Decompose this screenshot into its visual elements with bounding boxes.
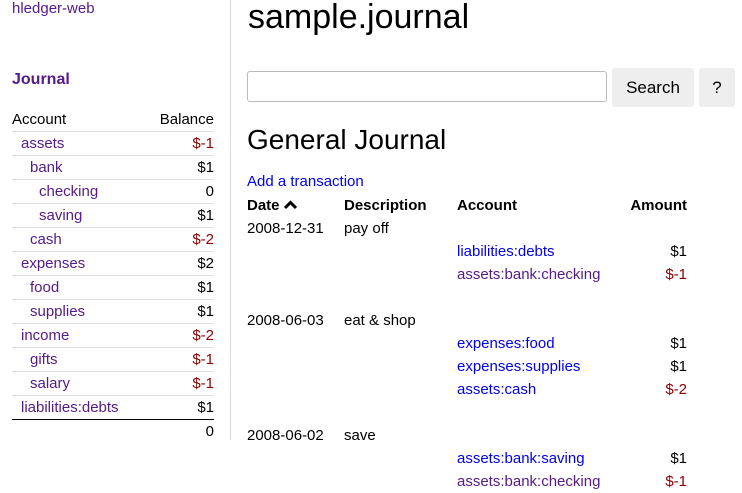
account-balance: 0 [205,183,214,200]
transaction-description: eat & shop [344,312,416,329]
account-balance: $-2 [192,231,214,248]
transaction-date: 2008-12-31 [247,220,324,237]
account-balance: $1 [197,159,214,176]
account-link[interactable]: cash [30,231,62,248]
account-link[interactable]: checking [39,183,99,200]
transaction-row: 2008-06-02 save [247,424,687,447]
account-link[interactable]: salary [30,375,71,392]
posting-amount: $-2 [665,381,687,398]
account-balance: $1 [197,207,214,224]
balance-header: Balance [159,111,214,128]
posting-amount: $1 [670,450,687,467]
account-row: liabilities:debts $1 [12,395,214,419]
account-balance: $2 [197,255,214,272]
account-link[interactable]: assets [21,135,65,152]
account-row: expenses $2 [12,251,214,275]
account-link[interactable]: gifts [30,351,58,368]
date-header-label: Date [247,197,280,214]
account-link[interactable]: saving [39,207,83,224]
account-row: bank $1 [12,155,214,179]
accounts-total-row: 0 [12,419,214,443]
account-balance: $1 [197,399,214,416]
posting-account-link[interactable]: assets:cash [457,381,537,398]
account-row: gifts $-1 [12,347,214,371]
transaction-row: 2008-12-31 pay off [247,217,687,240]
account-balance: $-1 [192,351,214,368]
account-link[interactable]: food [30,279,60,296]
posting-row: assets:bank:checking $-1 [247,470,687,493]
date-column-header[interactable]: Date [247,194,297,217]
posting-amount: $-1 [665,266,687,283]
posting-account-link[interactable]: assets:bank:saving [457,450,585,467]
account-row: checking 0 [12,179,214,203]
journal-table: Date Description Account Amount 2008-12-… [247,194,687,493]
account-header: Account [12,111,67,128]
posting-row: assets:bank:saving $1 [247,447,687,470]
account-row: income $-2 [12,323,214,347]
account-balance: $-1 [192,375,214,392]
posting-amount: $1 [670,243,687,260]
transaction-description: pay off [344,220,389,237]
account-link[interactable]: supplies [30,303,86,320]
account-balance: $1 [197,279,214,296]
account-link[interactable]: expenses [21,255,86,272]
posting-amount: $1 [670,335,687,352]
journal-header: Date Description Account Amount [247,194,687,217]
help-button[interactable]: ? [699,68,735,107]
search-button[interactable]: Search [612,68,694,107]
spacer [247,286,687,309]
account-row: supplies $1 [12,299,214,323]
posting-account-link[interactable]: assets:bank:checking [457,266,601,283]
account-link[interactable]: bank [30,159,63,176]
posting-account-link[interactable]: expenses:supplies [457,358,581,375]
search-input[interactable] [247,71,607,102]
account-balance: $-2 [192,327,214,344]
posting-row: expenses:food $1 [247,332,687,355]
account-row: assets $-1 [12,131,214,155]
chevron-up-icon [283,200,297,210]
account-row: food $1 [12,275,214,299]
transaction-description: save [344,427,376,444]
account-link[interactable]: liabilities:debts [21,399,119,416]
posting-account-link[interactable]: liabilities:debts [457,243,555,260]
page-title: sample.journal [248,0,470,36]
spacer [247,401,687,424]
account-balance: $-1 [192,135,214,152]
account-header: Account [457,197,517,214]
account-balance: $1 [197,303,214,320]
posting-amount: $1 [670,358,687,375]
posting-account-link[interactable]: expenses:food [457,335,555,352]
posting-row: expenses:supplies $1 [247,355,687,378]
add-transaction-link[interactable]: Add a transaction [247,173,364,190]
account-link[interactable]: income [21,327,70,344]
journal-link[interactable]: Journal [12,71,70,88]
accounts-header: Account Balance [12,108,214,131]
account-row: salary $-1 [12,371,214,395]
transaction-date: 2008-06-03 [247,312,324,329]
posting-row: liabilities:debts $1 [247,240,687,263]
account-row: saving $1 [12,203,214,227]
journal-heading: General Journal [247,124,447,155]
transaction-row: 2008-06-03 eat & shop [247,309,687,332]
account-row: cash $-2 [12,227,214,251]
amount-header: Amount [630,197,687,214]
transaction-date: 2008-06-02 [247,427,324,444]
posting-row: assets:bank:checking $-1 [247,263,687,286]
description-header: Description [344,197,427,214]
posting-amount: $-1 [665,473,687,490]
posting-account-link[interactable]: assets:bank:checking [457,473,601,490]
sidebar: hledger-web Journal Account Balance asse… [0,0,231,440]
accounts-table: Account Balance assets $-1 bank $1 checking 0… [12,108,214,443]
total-balance: 0 [205,423,214,440]
brand-link[interactable]: hledger-web [12,0,95,17]
posting-row: assets:cash $-2 [247,378,687,401]
